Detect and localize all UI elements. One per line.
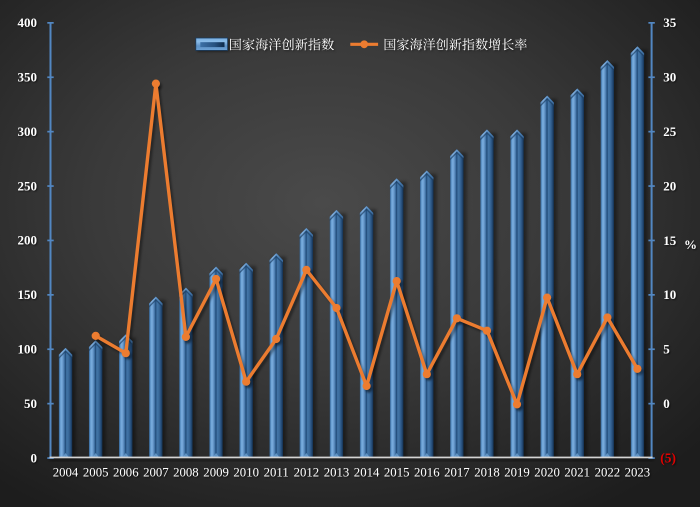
svg-text:0: 0 [663,396,670,411]
svg-text:10: 10 [663,287,676,302]
svg-text:2014: 2014 [354,466,380,480]
svg-text:2005: 2005 [83,466,109,480]
svg-text:200: 200 [18,233,38,248]
svg-text:2019: 2019 [504,466,530,480]
svg-text:2017: 2017 [444,466,470,480]
svg-text:2004: 2004 [53,466,79,480]
svg-text:2009: 2009 [203,466,229,480]
svg-text:2016: 2016 [414,466,440,480]
svg-text:%: % [684,237,697,252]
svg-text:2023: 2023 [625,466,651,480]
svg-text:2013: 2013 [324,466,350,480]
svg-text:100: 100 [18,342,38,357]
svg-text:2012: 2012 [294,466,320,480]
svg-text:250: 250 [18,178,38,193]
svg-text:400: 400 [18,15,38,30]
svg-text:50: 50 [24,396,37,411]
svg-text:2021: 2021 [564,466,590,480]
svg-text:35: 35 [663,15,677,30]
svg-text:(5): (5) [660,451,676,466]
svg-text:20: 20 [663,178,676,193]
svg-text:2010: 2010 [233,466,259,480]
svg-text:2020: 2020 [534,466,560,480]
svg-text:2022: 2022 [595,466,621,480]
svg-text:5: 5 [663,342,670,357]
svg-text:2011: 2011 [264,466,289,480]
svg-text:2018: 2018 [474,466,500,480]
svg-text:2015: 2015 [384,466,410,480]
svg-text:2006: 2006 [113,466,139,480]
svg-text:150: 150 [18,287,38,302]
svg-text:300: 300 [18,124,38,139]
svg-text:25: 25 [663,124,677,139]
svg-text:0: 0 [31,450,38,465]
svg-text:15: 15 [663,233,677,248]
svg-text:2007: 2007 [143,466,169,480]
svg-text:2008: 2008 [173,466,199,480]
svg-text:30: 30 [663,70,676,85]
svg-text:350: 350 [18,70,38,85]
